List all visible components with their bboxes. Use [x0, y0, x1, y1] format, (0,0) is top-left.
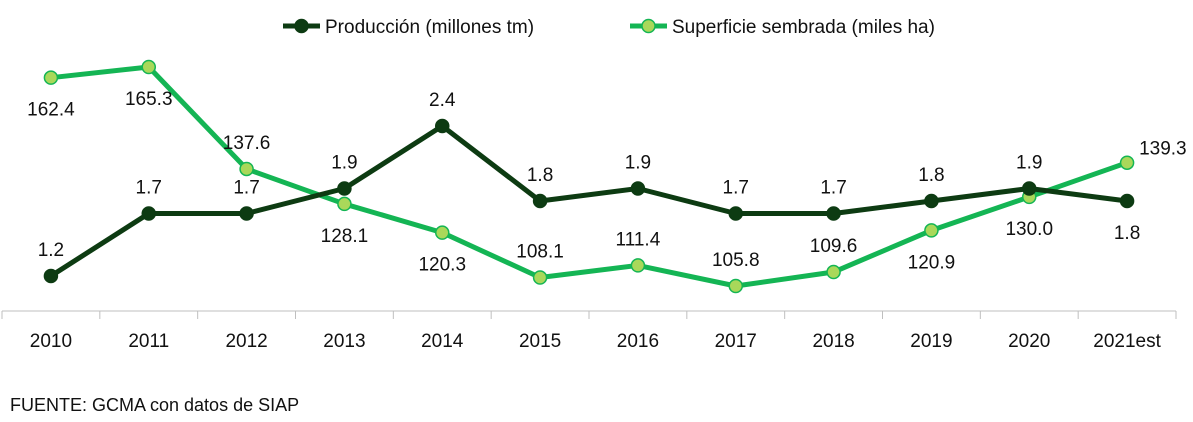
data-point	[630, 181, 646, 196]
data-point	[435, 118, 450, 134]
data-label: 111.4	[616, 229, 661, 250]
x-tick-label: 2021est	[1093, 331, 1161, 352]
data-label: 1.9	[1016, 153, 1042, 174]
data-label: 1.9	[625, 153, 651, 174]
source-note: FUENTE: GCMA con datos de SIAP	[10, 395, 300, 415]
series-line	[48, 64, 1130, 289]
legend-item: Producción (millones tm)	[283, 17, 534, 38]
data-point	[1022, 181, 1037, 196]
x-tick-label: 2020	[1008, 331, 1050, 352]
x-tick-label: 2014	[421, 331, 464, 352]
x-tick-label: 2013	[323, 331, 365, 352]
data-point	[239, 206, 254, 221]
x-axis: 2010 2011 2012 2013 2014 2015 2016 2017 2018 2019…	[1, 310, 1177, 352]
data-label: 120.9	[908, 252, 956, 273]
x-tick-label: 2018	[812, 331, 854, 352]
series-line	[48, 123, 1130, 279]
data-label: 1.7	[233, 178, 259, 199]
data-label: 109.6	[810, 236, 858, 257]
legend-label: Superficie sembrada (miles ha)	[672, 17, 935, 38]
data-label: 137.6	[223, 133, 271, 154]
data-label: 162.4	[27, 100, 75, 121]
data-label: 120.3	[418, 255, 466, 276]
data-point	[532, 193, 548, 209]
data-point	[337, 181, 352, 196]
data-label: 1.8	[918, 165, 944, 186]
data-point	[239, 161, 254, 177]
series-produccion	[43, 118, 1135, 284]
data-point	[43, 70, 59, 85]
x-tick-label: 2011	[128, 331, 169, 352]
data-point	[728, 206, 743, 221]
data-point	[141, 59, 156, 75]
data-label: 108.1	[516, 242, 564, 263]
data-point	[43, 268, 59, 284]
data-label: 139.3	[1139, 139, 1187, 160]
plot-area: 1.2 1.7 1.7 1.9 2.4 1.8 1.9 1.7 1.7 1.8 1.9 1.8 162.…	[27, 59, 1187, 294]
x-tick-label: 2016	[617, 331, 659, 352]
data-point	[1119, 155, 1135, 170]
x-tick-label: 2012	[225, 331, 267, 352]
legend: Producción (millones tm) Superficie sembr…	[283, 17, 935, 38]
x-tick-label: 2010	[30, 331, 72, 352]
data-point	[924, 193, 939, 209]
data-point	[337, 196, 352, 212]
x-tick-label: 2015	[519, 331, 561, 352]
data-label: 165.3	[125, 89, 173, 110]
line-chart: 2010 2011 2012 2013 2014 2015 2016 2017 2018 2019…	[1, 17, 1187, 352]
data-label: 1.7	[723, 178, 749, 199]
series-superficie	[43, 59, 1135, 294]
data-point	[435, 225, 450, 240]
data-label: 130.0	[1005, 219, 1053, 240]
data-label: 1.7	[136, 178, 162, 199]
data-label: 1.8	[527, 165, 553, 186]
data-point	[826, 206, 841, 221]
data-label: 2.4	[429, 90, 456, 111]
data-point	[924, 223, 939, 238]
data-label: 1.2	[38, 240, 64, 261]
legend-label: Producción (millones tm)	[325, 17, 534, 38]
data-point	[630, 258, 646, 273]
data-label: 1.8	[1114, 223, 1140, 244]
legend-marker	[641, 18, 656, 34]
data-label: 105.8	[712, 250, 760, 271]
x-tick-label: 2017	[715, 331, 757, 352]
data-point	[826, 264, 841, 280]
legend-item: Superficie sembrada (miles ha)	[630, 17, 935, 38]
data-point	[728, 278, 743, 294]
data-label: 1.7	[820, 178, 846, 199]
data-point	[1119, 193, 1135, 209]
data-point	[141, 206, 156, 221]
data-label: 1.9	[331, 153, 357, 174]
legend-marker	[294, 18, 309, 34]
x-tick-label: 2019	[910, 331, 952, 352]
data-point	[532, 270, 548, 285]
data-label: 128.1	[321, 226, 369, 247]
